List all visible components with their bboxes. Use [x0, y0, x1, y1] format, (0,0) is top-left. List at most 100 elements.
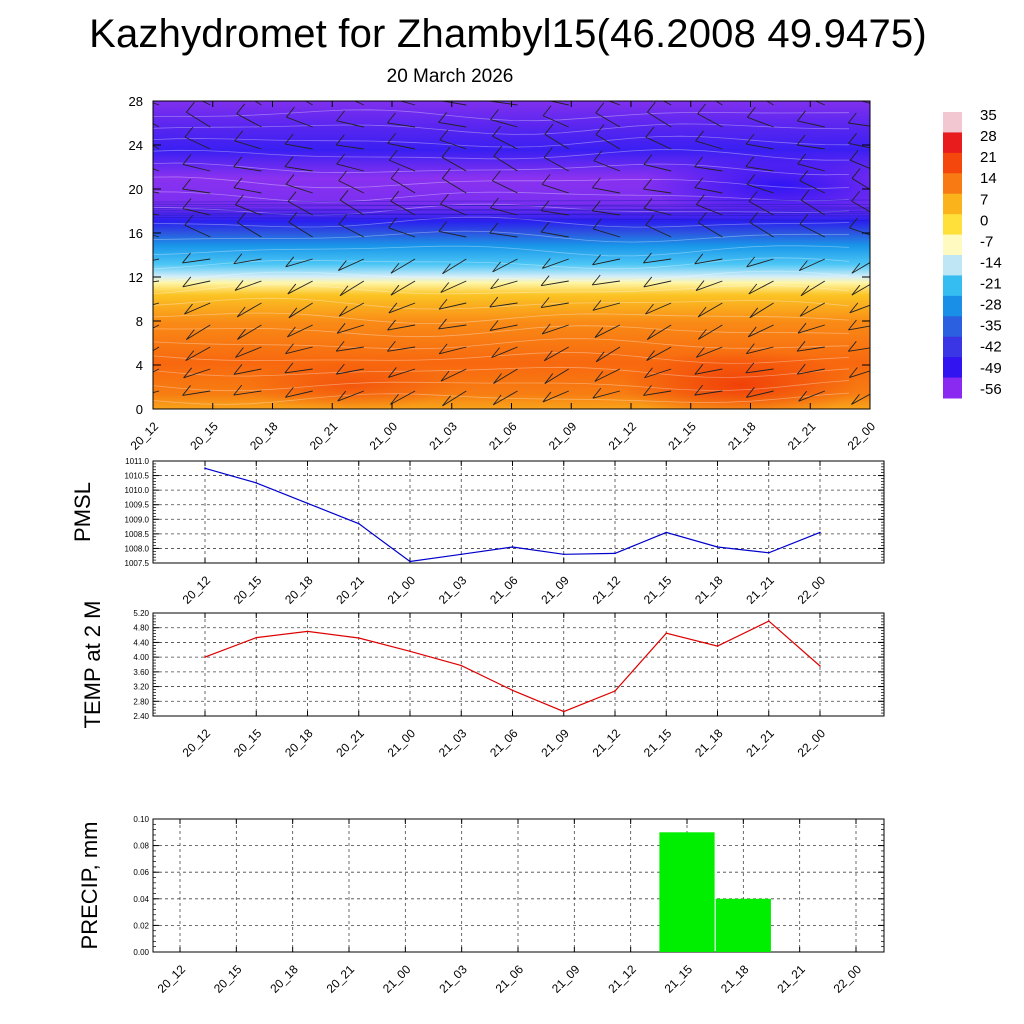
wind-barb-shaft [336, 346, 364, 352]
wind-barb-shaft [254, 101, 262, 106]
colorbar-label: 35 [980, 107, 997, 124]
pmsl-point [562, 553, 565, 556]
x-tick-label: 21_00 [367, 419, 401, 453]
y-tick-label: 3.20 [133, 683, 149, 692]
y-tick-label: 16 [129, 226, 143, 241]
wind-barb-shaft [543, 157, 569, 172]
wind-barb-flag [644, 367, 653, 379]
wind-barb-flag [643, 198, 653, 209]
wind-barb-shaft [745, 368, 774, 374]
y-tick-label: 4.80 [133, 624, 149, 633]
isoline [153, 351, 850, 364]
wind-barb-flag [438, 112, 448, 123]
wind-barb-flag [694, 253, 704, 265]
wind-barb-flag [851, 284, 861, 296]
wind-barb-shaft [798, 390, 825, 402]
wind-barb-flag [285, 256, 295, 268]
wind-barb-flag [697, 103, 706, 115]
wind-barb-shaft [184, 136, 211, 150]
wind-barb-shaft [285, 143, 313, 150]
wind-barb-shaft [595, 134, 621, 150]
wind-barb-shaft [288, 221, 313, 238]
wind-barb-flag [182, 276, 192, 288]
wind-barb-flag [800, 285, 810, 297]
wind-barb-flag [285, 174, 295, 185]
wind-barb-shaft [800, 280, 826, 297]
wind-barb-shaft [439, 139, 467, 150]
wind-barb-shaft [338, 302, 365, 317]
wind-barb-shaft [851, 283, 870, 296]
wind-barb-flag [746, 343, 755, 354]
y-tick-label: 0.10 [133, 815, 149, 824]
wind-barb-shaft [336, 368, 364, 375]
wind-barb-shaft [286, 116, 313, 128]
wind-barb-flag [182, 154, 192, 165]
wind-barb-flag [335, 340, 345, 352]
colorbar-swatch [943, 214, 962, 236]
colorbar: 35 28 21 14 7 0 -7 -14 -21 -28 -35 -42 -49 -56 [943, 107, 1002, 399]
precip-bar [659, 832, 715, 952]
wind-barb-shaft [592, 280, 620, 286]
pmsl-point [460, 553, 463, 556]
temp-point [357, 637, 360, 639]
wind-barb-shaft [797, 368, 825, 375]
x-tick-label: 21_18 [692, 573, 726, 607]
wind-barb-shaft [698, 222, 723, 238]
wind-barb-flag [132, 255, 140, 265]
wind-barb-flag [285, 387, 294, 398]
wind-barb-flag [491, 170, 501, 182]
wind-barb-flag [594, 371, 604, 382]
wind-barb-shaft [647, 111, 672, 128]
wind-barb-shaft [592, 187, 621, 194]
wind-barb-flag [233, 177, 243, 189]
temp-point [562, 710, 565, 713]
wind-barb-flag [489, 222, 499, 234]
wind-barb-flag [748, 191, 758, 202]
wind-barb-shaft [353, 101, 365, 106]
wind-barb-shaft [799, 180, 825, 194]
wind-barb-shaft [438, 302, 467, 310]
wind-barb-shaft [694, 368, 723, 375]
wind-barb-shaft [389, 159, 416, 172]
wind-barb-flag [695, 280, 705, 291]
wind-barb-shaft [338, 180, 365, 194]
wind-barb-flag [544, 124, 554, 135]
wind-barb-flag [438, 298, 448, 310]
x-tick-label: 21_00 [385, 573, 419, 607]
wind-barb-shaft [593, 160, 621, 172]
wind-barb-flag [847, 112, 857, 124]
wind-barb-shaft [592, 390, 621, 399]
wind-barb-shaft [643, 207, 672, 216]
wind-barb-flag [284, 362, 294, 374]
isoline [153, 380, 850, 392]
wind-barb-shaft [441, 156, 467, 172]
x-tick-label: 21_09 [549, 962, 583, 996]
y-tick-label: 3.60 [133, 668, 149, 677]
wind-barb-flag [234, 280, 244, 291]
wind-barb-flag [851, 262, 861, 274]
wind-barb-shaft [748, 280, 774, 295]
wind-barb-shaft [388, 368, 416, 378]
colorbar-swatch [943, 336, 962, 358]
wind-barb-shaft [698, 324, 723, 340]
wind-barb-shaft [153, 168, 160, 172]
wind-barb-flag [339, 285, 349, 297]
x-tick-label: 20_18 [247, 419, 281, 453]
wind-barb-shaft [594, 324, 621, 338]
wind-barb-flag [542, 105, 552, 117]
x-tick-label: 20_18 [282, 573, 316, 607]
wind-barb-shaft [285, 258, 313, 268]
colorbar-swatch [943, 255, 962, 276]
wind-barb-shaft [848, 325, 870, 331]
y-tick-label: 0.04 [133, 895, 149, 904]
wind-barb-flag [182, 198, 192, 209]
y-axis-title: PMSL [70, 482, 95, 542]
wind-barb-flag [592, 218, 602, 230]
wind-barb-flag [541, 258, 551, 269]
wind-barb-flag [849, 217, 858, 229]
wind-barb-flag [646, 82, 654, 92]
wind-barb-flag [489, 320, 499, 331]
wind-barb-shaft [489, 101, 518, 106]
wind-barb-flag [388, 367, 397, 378]
wind-barb-shaft [645, 136, 672, 150]
